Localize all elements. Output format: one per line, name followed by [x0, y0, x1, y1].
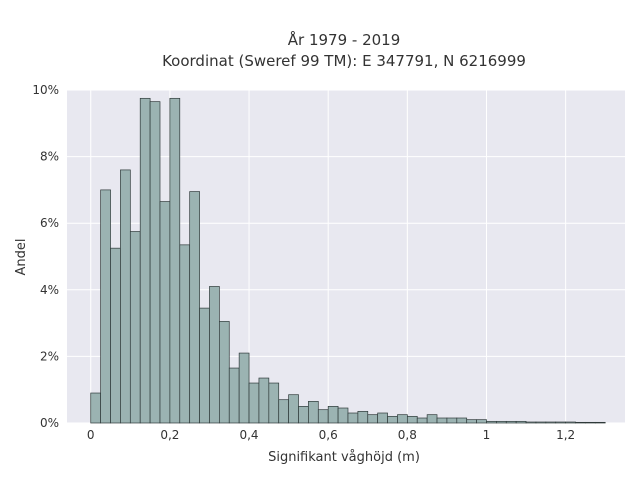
histogram-bar	[347, 412, 359, 424]
histogram-bar	[525, 421, 537, 424]
chart-subtitle: Koordinat (Sweref 99 TM): E 347791, N 62…	[162, 52, 526, 70]
x-tick-labels: 0 0,2 0,4 0,6 0,8 1 1,2	[87, 428, 575, 442]
histogram-bar	[575, 421, 586, 424]
histogram-bar	[298, 406, 309, 424]
histogram-bar	[555, 421, 566, 424]
histogram-bar	[199, 307, 210, 424]
histogram-bar	[387, 415, 398, 424]
histogram-bar	[476, 419, 487, 424]
histogram-bar	[169, 97, 181, 424]
histogram-bar	[436, 417, 448, 424]
histogram-bar	[228, 367, 240, 424]
histogram-bars	[90, 97, 606, 424]
chart-title: År 1979 - 2019	[288, 30, 401, 49]
histogram-bar	[337, 407, 349, 424]
histogram-bar	[219, 321, 230, 424]
x-axis-title: Signifikant våghöjd (m)	[268, 450, 420, 465]
x-tick-label: 0,2	[160, 428, 179, 442]
y-tick-labels: 0% 2% 4% 6% 8% 10%	[32, 83, 59, 430]
histogram-bar	[426, 414, 438, 424]
histogram-bar	[179, 244, 191, 424]
histogram-bar	[308, 401, 319, 424]
histogram-bar	[248, 382, 260, 424]
histogram-bar	[397, 414, 408, 424]
histogram-bar	[515, 420, 527, 424]
histogram-bar	[288, 394, 299, 424]
histogram-bar	[159, 201, 171, 424]
histogram-bar	[100, 189, 111, 424]
x-tick-label: 1	[483, 428, 491, 442]
y-tick-label: 4%	[40, 283, 59, 297]
x-tick-label: 1,2	[556, 428, 575, 442]
histogram-bar	[377, 412, 388, 424]
y-tick-label: 2%	[40, 349, 59, 363]
histogram-bar	[594, 421, 606, 424]
histogram-bar	[139, 97, 151, 424]
histogram-bar	[189, 191, 200, 424]
histogram-bar	[496, 420, 507, 424]
histogram-bar	[357, 410, 369, 424]
x-tick-label: 0,8	[398, 428, 417, 442]
histogram-bar	[565, 421, 576, 424]
histogram-bar	[406, 415, 418, 424]
y-tick-label: 0%	[40, 416, 59, 430]
histogram-bar	[486, 420, 497, 424]
histogram-bar	[456, 417, 468, 424]
histogram-bar	[278, 399, 289, 424]
x-tick-label: 0,4	[239, 428, 258, 442]
histogram-bar	[129, 231, 141, 424]
y-axis-title: Andel	[14, 239, 29, 276]
y-tick-label: 6%	[40, 216, 59, 230]
histogram-bar	[535, 421, 547, 424]
histogram-bar	[545, 421, 557, 424]
x-tick-label: 0,6	[319, 428, 338, 442]
histogram-bar	[416, 417, 428, 424]
histogram-bar	[238, 352, 250, 424]
histogram-bar	[120, 169, 131, 424]
x-tick-label: 0	[87, 428, 95, 442]
histogram-bar	[268, 382, 280, 424]
histogram-bar	[149, 101, 161, 424]
y-tick-label: 8%	[40, 150, 59, 164]
y-tick-label: 10%	[32, 83, 59, 97]
histogram-bar	[466, 419, 477, 424]
histogram-bar	[317, 409, 329, 424]
histogram-bar	[505, 420, 517, 424]
histogram-bar	[258, 377, 270, 424]
histogram-bar	[209, 286, 220, 424]
histogram-bar	[446, 417, 458, 424]
histogram-bar	[90, 392, 101, 424]
histogram-bar	[367, 414, 379, 424]
histogram-bar	[110, 247, 121, 424]
histogram-bar	[585, 421, 596, 424]
histogram-bar	[327, 406, 339, 424]
